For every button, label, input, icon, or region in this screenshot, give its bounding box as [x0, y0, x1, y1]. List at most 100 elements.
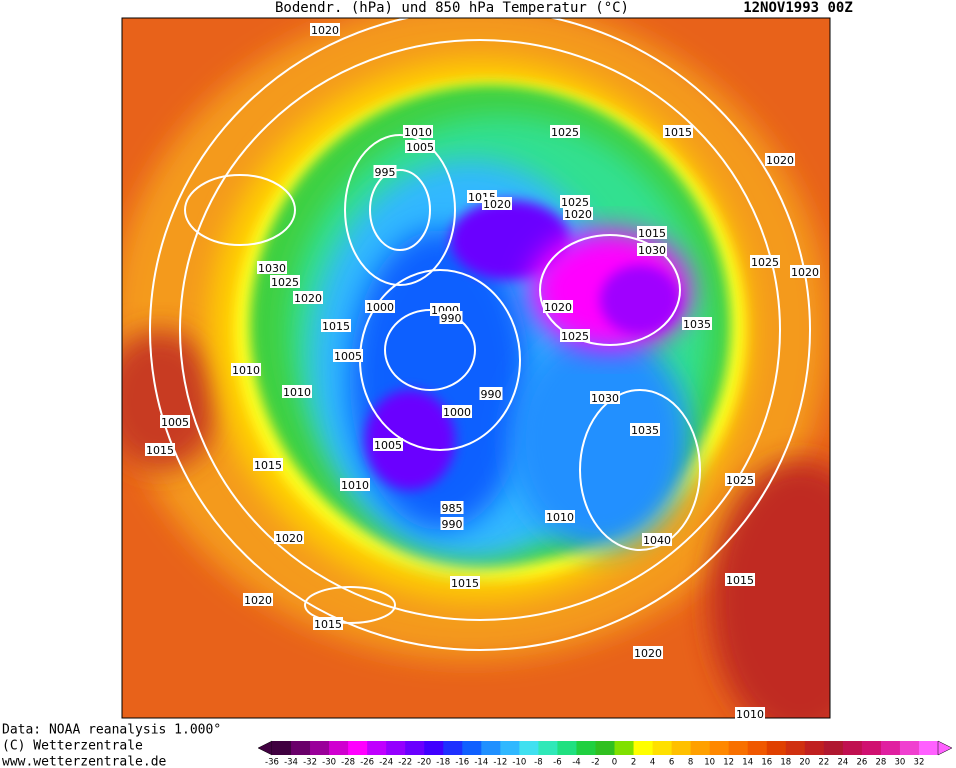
isobar-label: 1025	[751, 256, 779, 269]
isobar-label: 1015	[451, 577, 479, 590]
isobar-label-bg	[282, 385, 312, 398]
colorbar-label: -34	[284, 758, 298, 768]
isobar-label: 990	[441, 312, 462, 325]
colorbar-label: -10	[512, 758, 526, 768]
colorbar-arrow	[937, 740, 953, 756]
colorbar-label: 22	[818, 758, 829, 768]
isobar-label: 1010	[341, 479, 369, 492]
colorbar-label: -4	[572, 758, 580, 768]
isobar-label: 1015	[314, 618, 342, 631]
colorbar-label: 24	[837, 758, 848, 768]
colorbar-swatch	[367, 741, 387, 755]
isobar-label-bg	[365, 300, 395, 313]
isobar-label-bg	[735, 707, 765, 720]
colorbar-swatch	[443, 741, 463, 755]
isobar-label-bg	[231, 363, 261, 376]
colorbar-swatch	[272, 741, 292, 755]
isobar-label: 1000	[366, 301, 394, 314]
isobar-label-bg	[790, 265, 820, 278]
isobar-label: 1030	[591, 392, 619, 405]
colorbar-label: -28	[341, 758, 355, 768]
isobar-label-bg	[403, 125, 433, 138]
colorbar-swatch	[633, 741, 654, 755]
colorbar-label: 30	[895, 758, 906, 768]
isobar-label: 1020	[275, 532, 303, 545]
colorbar-label: 14	[742, 758, 753, 768]
isobar-label: 1020	[634, 647, 662, 660]
isobar-label-bg	[725, 473, 755, 486]
colorbar: -36 -34 -32 -30 -28 -26 -24 -22 -20 -18 -16 -14 -12-…	[257, 740, 953, 768]
isobar-label: 1025	[271, 276, 299, 289]
colorbar-swatch	[766, 741, 787, 755]
isobar-label: 1035	[631, 424, 659, 437]
colorbar-swatch	[329, 741, 349, 755]
isobar-label: 1015	[726, 574, 754, 587]
colorbar-swatch	[481, 741, 501, 755]
isobar-label-bg	[145, 443, 175, 456]
colorbar-label: 26	[856, 758, 867, 768]
colorbar-label: 0	[612, 758, 617, 768]
colorbar-label: -20	[417, 758, 431, 768]
isobar-label-bg	[682, 317, 712, 330]
isobar-label-bg	[439, 311, 463, 324]
colorbar-swatch	[899, 741, 920, 755]
isobar-label: 990	[481, 388, 502, 401]
colorbar-swatch	[880, 741, 901, 755]
isobar-label: 1025	[726, 474, 754, 487]
colorbar-label: -24	[379, 758, 393, 768]
colorbar-label: 16	[761, 758, 772, 768]
isobar-label-bg	[560, 329, 590, 342]
colorbar-swatch	[348, 741, 368, 755]
map-frame	[121, 17, 831, 719]
isobar-label: 1000	[443, 406, 471, 419]
colorbar-label: 12	[723, 758, 734, 768]
isobar-label-bg	[405, 140, 435, 153]
isobar-label: 985	[442, 502, 463, 515]
isobar-label: 1020	[544, 301, 572, 314]
colorbar-swatch	[405, 741, 425, 755]
isobar-label-bg	[543, 300, 573, 313]
credit: Data: NOAA reanalysis 1.000°	[2, 723, 221, 738]
map-field	[122, 18, 830, 718]
colorbar-swatch	[671, 741, 692, 755]
colorbar-label: 18	[780, 758, 791, 768]
colorbar-label: 28	[876, 758, 887, 768]
isobar-label-bg	[253, 458, 283, 471]
isobar-label-bg	[750, 255, 780, 268]
isobar-label: 1020	[564, 208, 592, 221]
isobar-labels: 1020101010059951025101510201015102010251…	[145, 23, 820, 721]
colorbar-swatch	[424, 741, 444, 755]
colorbar-label: -14	[474, 758, 488, 768]
isobar-label: 1025	[561, 196, 589, 209]
isobar-label: 1030	[258, 262, 286, 275]
isobar-label-bg	[563, 207, 593, 220]
colorbar-label: 20	[799, 758, 810, 768]
isobar-label: 1020	[766, 154, 794, 167]
isobar-label: 1010	[736, 708, 764, 721]
isobar-label: 1015	[664, 126, 692, 139]
colorbar-label: -16	[455, 758, 469, 768]
isobar-label-bg	[725, 573, 755, 586]
date: 12NOV1993 00Z	[743, 0, 853, 16]
isobar-label-bg	[340, 478, 370, 491]
isobar-label-bg	[590, 391, 620, 404]
isobar-label: 1025	[561, 330, 589, 343]
colorbar-swatch	[728, 741, 749, 755]
credit: (C) Wetterzentrale	[2, 739, 143, 754]
colorbar-swatch	[747, 741, 768, 755]
colorbar-label: 2	[631, 758, 636, 768]
isobar-label-bg	[160, 415, 190, 428]
colorbar-label: 4	[650, 758, 655, 768]
colorbar-label: -8	[534, 758, 542, 768]
colorbar-arrow	[257, 740, 273, 756]
isobar-label: 1040	[643, 534, 671, 547]
colorbar-swatch	[538, 741, 558, 755]
isobar-label: 1015	[146, 444, 174, 457]
colorbar-swatch	[500, 741, 520, 755]
colorbar-swatch	[576, 741, 596, 755]
colorbar-label: -6	[553, 758, 561, 768]
colorbar-swatch	[462, 741, 482, 755]
isobar-label-bg	[560, 195, 590, 208]
colorbar-swatch	[614, 741, 635, 755]
